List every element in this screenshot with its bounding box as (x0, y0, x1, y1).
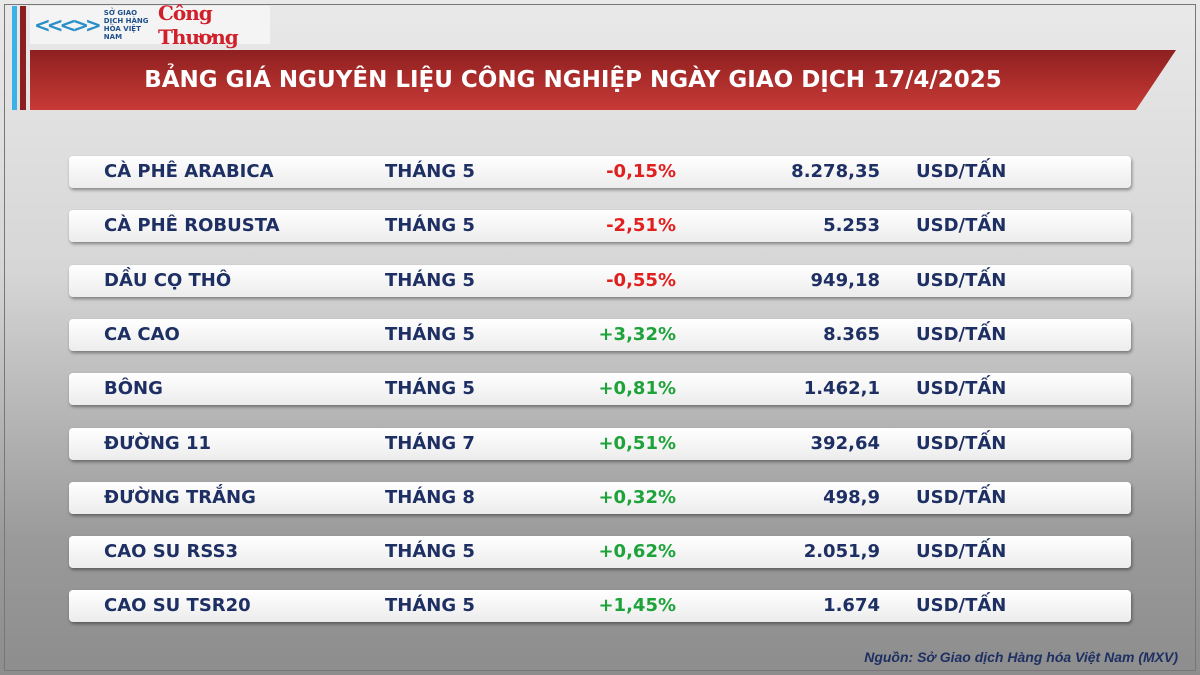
title-banner: BẢNG GIÁ NGUYÊN LIỆU CÔNG NGHIỆP NGÀY GI… (30, 50, 1176, 110)
logo-brand: Công Thương (157, 1, 239, 49)
table-row: ĐƯỜNG 11 THÁNG 7 +0,51% 392,64 USD/TẤN (69, 427, 1131, 460)
contract-month: THÁNG 7 (385, 432, 475, 454)
price-change: +1,45% (598, 595, 676, 617)
table-row: CÀ PHÊ ARABICA THÁNG 5 -0,15% 8.278,35 USD/T… (69, 156, 1131, 188)
price: 949,18 (810, 269, 880, 291)
page-title: BẢNG GIÁ NGUYÊN LIỆU CÔNG NGHIỆP NGÀY GI… (144, 67, 1002, 93)
contract-month: THÁNG 5 (385, 541, 475, 563)
contract-month: THÁNG 5 (385, 161, 475, 182)
price: 8.278,35 (791, 161, 880, 182)
price-change: +0,51% (598, 432, 676, 454)
price-change: -0,15% (606, 161, 676, 182)
commodity-name: CAO SU RSS3 (104, 541, 239, 563)
price-change: +0,81% (598, 378, 676, 400)
mxv-logo-icon: <<<>> (34, 13, 102, 37)
frame (4, 4, 1196, 671)
unit: USD/TẤN (916, 595, 1007, 617)
unit: USD/TẤN (916, 161, 1007, 182)
unit: USD/TẤN (916, 432, 1007, 454)
commodity-name: ĐƯỜNG 11 (104, 432, 211, 454)
price: 2.051,9 (803, 541, 880, 563)
table-row: CÀ PHÊ ROBUSTA THÁNG 5 -2,51% 5.253 USD/TẤN (69, 210, 1131, 243)
unit: USD/TẤN (916, 269, 1007, 291)
contract-month: THÁNG 8 (385, 486, 475, 508)
price: 392,64 (810, 432, 880, 454)
accent-bar (12, 6, 17, 110)
price: 5.253 (823, 215, 880, 237)
table-row: BÔNG THÁNG 5 +0,81% 1.462,1 USD/TẤN (69, 373, 1131, 406)
price: 8.365 (823, 323, 880, 345)
price-change: -0,55% (606, 269, 676, 291)
price-change: +0,32% (598, 486, 676, 508)
price-change: +3,32% (598, 323, 676, 345)
commodity-name: BÔNG (104, 378, 163, 400)
unit: USD/TẤN (916, 541, 1007, 563)
unit: USD/TẤN (916, 378, 1007, 400)
price-change: -2,51% (606, 215, 676, 237)
unit: USD/TẤN (916, 486, 1007, 508)
table-row: DẦU CỌ THÔ THÁNG 5 -0,55% 949,18 USD/TẤN (69, 264, 1131, 297)
table-row: CAO SU TSR20 THÁNG 5 +1,45% 1.674 USD/TẤN (69, 590, 1131, 623)
commodity-name: ĐƯỜNG TRẮNG (104, 486, 256, 508)
contract-month: THÁNG 5 (385, 215, 475, 237)
accent-bar (20, 6, 26, 110)
contract-month: THÁNG 5 (385, 595, 475, 617)
contract-month: THÁNG 5 (385, 378, 475, 400)
table-row: CA CAO THÁNG 5 +3,32% 8.365 USD/TẤN (69, 318, 1131, 351)
logo: <<<>> SỞ GIAO DỊCH HÀNG HÓA VIỆT NAM Côn… (30, 1, 270, 49)
commodity-name: CA CAO (104, 323, 180, 345)
unit: USD/TẤN (916, 323, 1007, 345)
commodity-name: CÀ PHÊ ARABICA (104, 161, 274, 182)
price-change: +0,62% (598, 541, 676, 563)
price: 498,9 (823, 486, 880, 508)
price: 1.462,1 (803, 378, 880, 400)
contract-month: THÁNG 5 (385, 269, 475, 291)
table-row: ĐƯỜNG TRẮNG THÁNG 8 +0,32% 498,9 USD/TẤN (69, 481, 1131, 514)
contract-month: THÁNG 5 (385, 323, 475, 345)
price: 1.674 (823, 595, 880, 617)
commodity-name: CÀ PHÊ ROBUSTA (104, 215, 280, 237)
commodity-name: DẦU CỌ THÔ (104, 269, 232, 291)
table-row: CAO SU RSS3 THÁNG 5 +0,62% 2.051,9 USD/TẤN (69, 536, 1131, 569)
logo-org: SỞ GIAO DỊCH HÀNG HÓA VIỆT NAM (103, 9, 149, 41)
source-note: Nguồn: Sở Giao dịch Hàng hóa Việt Nam (M… (864, 649, 1178, 665)
unit: USD/TẤN (916, 215, 1007, 237)
commodity-name: CAO SU TSR20 (104, 595, 251, 617)
